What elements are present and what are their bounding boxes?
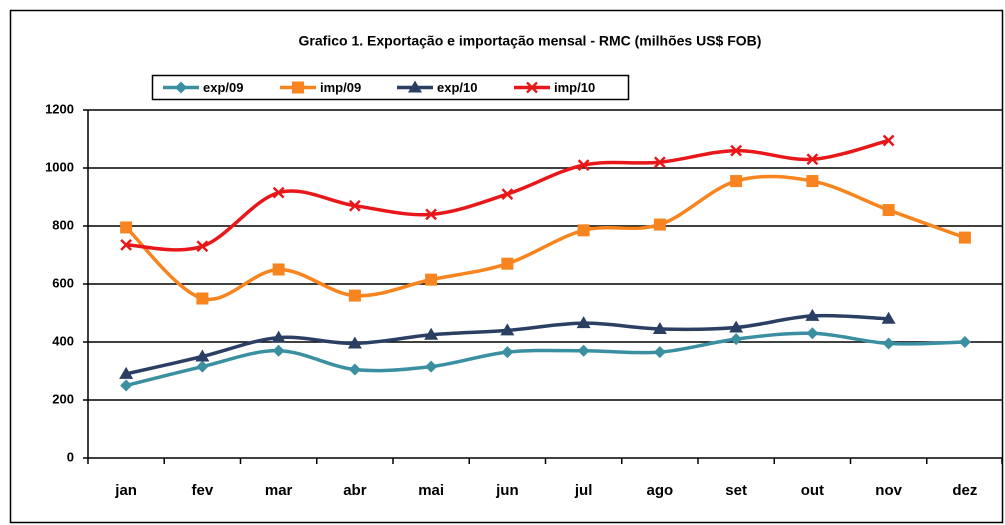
data-point [882, 204, 895, 217]
data-point [272, 263, 285, 276]
data-point [501, 188, 514, 200]
y-tick-label: 1000 [45, 159, 74, 174]
x-tick-label: dez [952, 482, 977, 499]
data-point [425, 273, 438, 286]
data-point [882, 134, 895, 147]
chart-title: Grafico 1. Exportação e importação mensa… [299, 33, 762, 49]
data-point [577, 159, 590, 171]
x-tick-label: mai [418, 482, 444, 499]
x-tick-label: out [801, 482, 824, 499]
data-point [348, 363, 361, 376]
data-point [576, 316, 591, 329]
x-tick-label: jun [495, 482, 519, 499]
data-point [881, 311, 896, 324]
data-point [271, 330, 286, 343]
data-point [500, 323, 515, 336]
data-point [348, 199, 361, 212]
data-point [730, 333, 743, 346]
legend-label: exp/09 [203, 80, 243, 95]
series-line [125, 331, 965, 388]
y-tick-label: 600 [52, 275, 74, 290]
legend-label: imp/10 [554, 80, 595, 95]
data-point [501, 346, 514, 359]
data-point [806, 175, 819, 188]
data-point [425, 208, 438, 221]
legend-marker [175, 81, 187, 94]
data-point [806, 327, 819, 340]
y-tick-label: 200 [52, 391, 74, 406]
data-point [425, 360, 438, 373]
legend-marker [408, 80, 422, 93]
data-point [958, 336, 971, 348]
legend-marker [526, 81, 538, 94]
data-point [653, 346, 666, 359]
data-point [120, 238, 133, 251]
data-point [348, 289, 361, 302]
data-point [195, 349, 210, 362]
data-point [882, 337, 895, 350]
data-point [196, 360, 209, 373]
data-point [577, 224, 590, 237]
data-point [196, 292, 209, 305]
data-point [120, 379, 133, 392]
x-tick-label: mar [265, 482, 293, 499]
legend-label: imp/09 [320, 80, 361, 95]
data-point [119, 366, 134, 379]
data-point [653, 218, 666, 231]
data-point [729, 320, 744, 333]
legend-label: exp/10 [437, 80, 477, 95]
data-point [347, 336, 362, 349]
x-tick-label: abr [343, 482, 367, 499]
y-tick-label: 400 [52, 333, 74, 348]
y-tick-label: 0 [67, 449, 74, 464]
x-tick-label: jul [574, 482, 593, 499]
x-tick-label: set [725, 482, 747, 499]
data-point [120, 221, 133, 234]
data-point [958, 231, 971, 244]
series-line [124, 174, 966, 302]
data-point [272, 344, 285, 357]
data-point [424, 327, 439, 340]
y-tick-label: 800 [52, 217, 74, 232]
data-point [577, 344, 590, 357]
data-point [805, 308, 820, 321]
data-point [652, 321, 667, 334]
data-point [501, 257, 514, 270]
x-tick-label: jan [114, 482, 137, 499]
data-point [730, 144, 743, 157]
data-point [196, 240, 209, 253]
data-point [730, 175, 743, 188]
y-tick-label: 1200 [45, 101, 74, 116]
data-point [806, 153, 819, 166]
legend-marker [292, 81, 304, 94]
data-point [653, 156, 666, 169]
x-tick-label: nov [875, 482, 902, 499]
x-tick-label: fev [192, 482, 214, 499]
data-point [272, 186, 285, 199]
x-tick-label: ago [647, 482, 674, 499]
